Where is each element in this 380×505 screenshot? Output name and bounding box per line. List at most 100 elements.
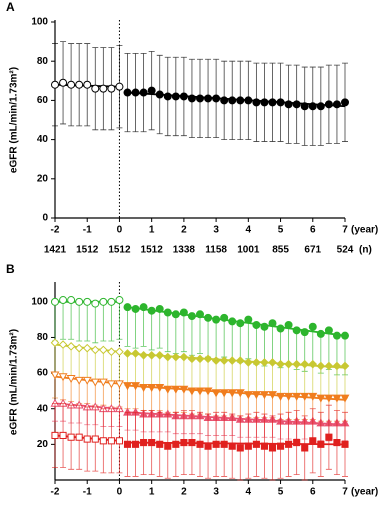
x-tick-label: 3 xyxy=(213,225,219,236)
series xyxy=(123,51,349,146)
point xyxy=(325,433,333,441)
x-tick-label: 6 xyxy=(310,225,316,236)
y-tick-label: 60 xyxy=(37,95,49,106)
error-bar xyxy=(140,307,147,347)
point xyxy=(123,382,132,391)
point xyxy=(324,326,333,335)
point xyxy=(300,392,310,401)
point xyxy=(99,345,108,355)
error-bar xyxy=(197,358,203,392)
error-bar xyxy=(156,308,163,349)
y-axis-label: eGFR (mL/min/1.73m²) xyxy=(9,329,20,435)
point xyxy=(155,304,164,313)
point xyxy=(236,96,245,105)
point xyxy=(196,310,204,319)
error-bar xyxy=(84,301,91,342)
point xyxy=(244,358,253,367)
y-tick-label: 60 xyxy=(37,368,49,379)
point xyxy=(66,342,76,351)
point xyxy=(139,383,149,392)
error-bar xyxy=(285,324,292,365)
point xyxy=(139,88,148,97)
point xyxy=(235,389,245,398)
point xyxy=(244,96,253,105)
trend-line xyxy=(127,91,346,108)
point xyxy=(179,352,189,362)
point xyxy=(260,442,269,450)
error-bar xyxy=(197,314,203,354)
point xyxy=(99,297,108,306)
point xyxy=(340,394,350,403)
panel-label: B xyxy=(6,262,15,276)
point xyxy=(91,299,100,308)
point xyxy=(260,322,269,331)
point xyxy=(51,80,59,89)
error-bar xyxy=(156,355,163,388)
error-bar xyxy=(132,308,139,349)
error-bar xyxy=(269,323,276,363)
y-tick-label: 20 xyxy=(37,173,49,184)
point xyxy=(58,340,68,349)
point xyxy=(107,437,115,445)
point xyxy=(123,303,132,312)
x-tick-label: 7 xyxy=(342,225,348,236)
series xyxy=(51,402,124,474)
point xyxy=(212,315,221,324)
error-bar xyxy=(221,317,228,358)
point xyxy=(98,378,108,387)
point xyxy=(83,435,91,443)
point xyxy=(219,356,229,365)
point xyxy=(115,82,124,91)
point xyxy=(114,380,124,389)
x-tick-label: 5 xyxy=(278,487,284,498)
point xyxy=(308,359,318,369)
error-bar xyxy=(325,365,332,399)
error-bar xyxy=(76,301,83,342)
error-bar xyxy=(100,349,107,383)
error-bar xyxy=(342,365,348,399)
error-bar xyxy=(164,357,171,390)
point xyxy=(244,442,252,450)
error-bar xyxy=(172,314,179,354)
x-tick-label: 4 xyxy=(246,225,252,236)
point xyxy=(147,86,156,95)
point xyxy=(187,354,197,364)
point xyxy=(252,358,261,367)
trend-line xyxy=(127,411,346,426)
point xyxy=(51,431,59,440)
y-tick-label: 0 xyxy=(42,213,48,224)
point xyxy=(285,440,293,448)
point xyxy=(228,442,236,450)
x-unit: (year) xyxy=(351,487,378,498)
x-tick-label: -1 xyxy=(83,225,92,236)
point xyxy=(115,347,124,357)
point xyxy=(50,371,60,380)
y-tick-label: 80 xyxy=(37,332,49,343)
point xyxy=(50,338,60,348)
n-label: 1512 xyxy=(141,245,164,256)
point xyxy=(292,100,301,109)
point xyxy=(316,329,325,338)
point xyxy=(131,304,140,313)
point xyxy=(244,315,253,324)
point xyxy=(219,389,229,398)
point xyxy=(59,78,68,87)
point xyxy=(75,297,84,306)
point xyxy=(324,361,334,371)
point xyxy=(204,442,212,450)
point xyxy=(67,433,75,441)
point xyxy=(228,96,237,105)
point xyxy=(276,359,285,369)
point xyxy=(74,343,84,353)
point xyxy=(187,94,196,103)
point xyxy=(75,80,84,89)
point xyxy=(316,102,325,111)
n-label: 1001 xyxy=(237,245,260,256)
n-label: 1338 xyxy=(173,245,196,256)
point xyxy=(332,331,341,340)
point xyxy=(196,94,204,103)
point xyxy=(308,102,317,111)
error-bar xyxy=(253,362,260,395)
error-bar xyxy=(229,321,236,362)
error-bar xyxy=(229,360,236,394)
